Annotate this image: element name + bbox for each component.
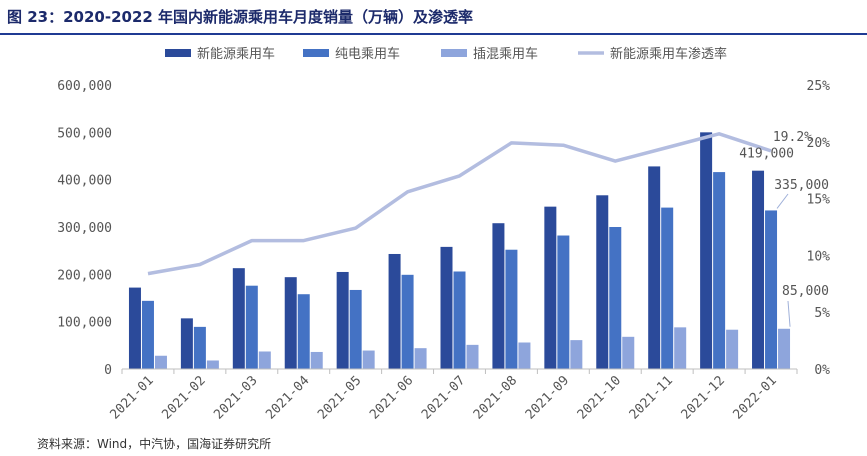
bar-series-2 bbox=[505, 249, 518, 369]
bar-series-1 bbox=[544, 206, 557, 369]
y-right-tick-label: 20% bbox=[807, 136, 831, 151]
legend-label-1: 新能源乘用车 bbox=[197, 46, 275, 62]
bar-series-3 bbox=[310, 351, 323, 369]
bar-series-1 bbox=[700, 132, 713, 369]
x-tick-label: 2021-02 bbox=[159, 373, 208, 422]
bar-series-1 bbox=[128, 287, 141, 369]
annotation-leader-bev bbox=[776, 193, 789, 209]
y-left-tick-label: 0 bbox=[104, 363, 112, 378]
bar-series-1 bbox=[492, 223, 505, 369]
x-tick-label: 2021-03 bbox=[211, 373, 260, 422]
legend-swatch-1 bbox=[165, 49, 191, 57]
bar-series-2 bbox=[297, 294, 310, 369]
x-tick-label: 2021-12 bbox=[679, 373, 728, 422]
x-tick-label: 2021-04 bbox=[263, 373, 312, 422]
figure-title: 图 23：2020-2022 年国内新能源乘用车月度销量（万辆）及渗透率 bbox=[7, 8, 474, 26]
bar-series-3 bbox=[362, 350, 375, 369]
bar-series-3 bbox=[570, 340, 583, 369]
y-left-tick-label: 600,000 bbox=[57, 79, 112, 94]
bar-series-3 bbox=[622, 336, 635, 369]
legend-label-4: 新能源乘用车渗透率 bbox=[610, 46, 727, 62]
annotation-leader-phev bbox=[787, 300, 791, 327]
bar-series-1 bbox=[648, 166, 661, 369]
bar-series-3 bbox=[258, 351, 271, 369]
y-right-tick-label: 5% bbox=[814, 306, 830, 321]
x-tick-label: 2021-11 bbox=[627, 373, 676, 422]
legend-swatch-3 bbox=[441, 49, 467, 57]
bar-series-2 bbox=[401, 274, 414, 369]
title-rule bbox=[0, 33, 867, 35]
bar-series-2 bbox=[349, 289, 362, 369]
bar-series-2 bbox=[193, 326, 206, 369]
bar-series-1 bbox=[596, 195, 609, 369]
annotation-nev: 419,000 bbox=[739, 147, 794, 162]
bar-series-2 bbox=[141, 300, 154, 369]
bar-series-1 bbox=[284, 277, 297, 369]
bar-series-3 bbox=[466, 344, 479, 369]
bar-series-1 bbox=[180, 318, 193, 369]
bar-series-3 bbox=[206, 360, 219, 369]
annotation-rate: 19.2% bbox=[773, 130, 812, 145]
x-tick-label: 2021-08 bbox=[471, 373, 520, 422]
bar-series-3 bbox=[518, 342, 531, 369]
source-note: 资料来源：Wind，中汽协，国海证券研究所 bbox=[37, 437, 272, 451]
bar-series-2 bbox=[609, 227, 622, 369]
x-tick-label: 2021-07 bbox=[419, 373, 468, 422]
y-right-tick-label: 0% bbox=[814, 363, 830, 378]
bar-series-1 bbox=[232, 268, 245, 369]
x-tick-label: 2021-10 bbox=[575, 373, 624, 422]
legend-label-2: 纯电乘用车 bbox=[335, 46, 400, 62]
x-tick-label: 2021-05 bbox=[315, 373, 364, 422]
bar-series-3 bbox=[154, 355, 167, 369]
figure-header: 图 23：2020-2022 年国内新能源乘用车月度销量（万辆）及渗透率 bbox=[0, 0, 867, 33]
annotation-phev: 85,000 bbox=[782, 284, 829, 299]
bar-series-1 bbox=[440, 246, 453, 369]
bar-series-1 bbox=[752, 170, 765, 369]
y-left-tick-label: 500,000 bbox=[57, 126, 112, 141]
bar-series-2 bbox=[765, 210, 778, 369]
bar-series-2 bbox=[557, 235, 570, 369]
y-right-tick-label: 15% bbox=[807, 193, 831, 208]
bar-series-3 bbox=[726, 329, 739, 369]
x-tick-label: 2022-01 bbox=[731, 373, 780, 422]
y-left-tick-label: 200,000 bbox=[57, 268, 112, 283]
bar-series-1 bbox=[388, 253, 401, 369]
annotation-bev: 335,000 bbox=[774, 178, 829, 193]
bar-series-2 bbox=[245, 285, 258, 369]
y-right-tick-label: 25% bbox=[807, 79, 831, 94]
legend-swatch-2 bbox=[303, 49, 329, 57]
legend-label-3: 插混乘用车 bbox=[473, 46, 538, 62]
y-left-tick-label: 100,000 bbox=[57, 316, 112, 331]
x-tick-label: 2021-06 bbox=[367, 373, 416, 422]
bar-series-3 bbox=[778, 328, 791, 369]
x-tick-label: 2021-09 bbox=[523, 373, 572, 422]
penetration-rate-line bbox=[147, 132, 772, 276]
x-tick-label: 2021-01 bbox=[107, 373, 156, 422]
bar-series-3 bbox=[414, 348, 427, 369]
y-left-tick-label: 400,000 bbox=[57, 174, 112, 189]
bar-series-1 bbox=[336, 271, 349, 369]
y-left-tick-label: 300,000 bbox=[57, 221, 112, 236]
y-right-tick-label: 10% bbox=[807, 249, 831, 264]
bar-series-2 bbox=[453, 271, 466, 369]
bar-series-2 bbox=[713, 172, 726, 369]
bar-series-2 bbox=[661, 207, 674, 369]
bar-series-3 bbox=[674, 327, 687, 369]
